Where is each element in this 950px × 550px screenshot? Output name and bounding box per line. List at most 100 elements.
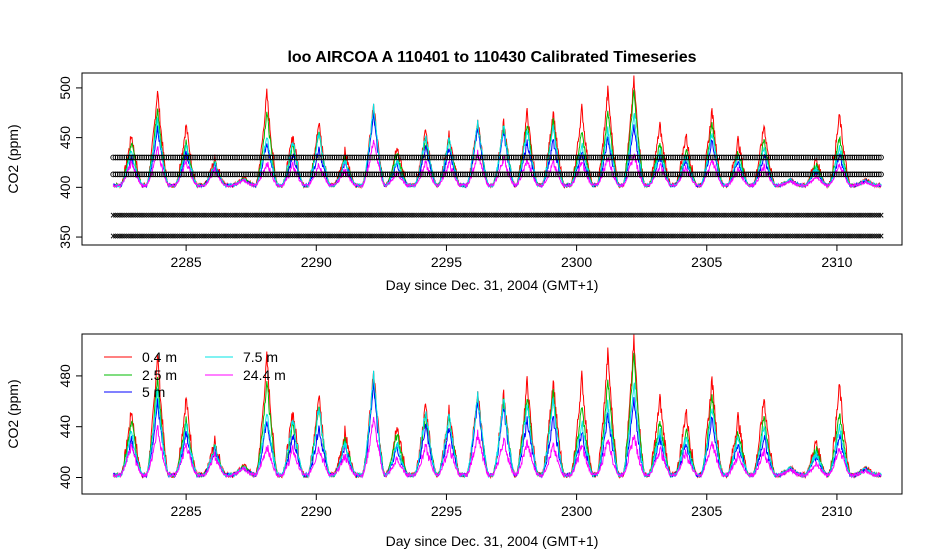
reference-point-x: [460, 233, 466, 239]
reference-point-x: [681, 233, 687, 239]
reference-point-x: [320, 233, 326, 239]
reference-point-x: [442, 212, 448, 218]
reference-point-x: [500, 212, 506, 218]
reference-point-x: [809, 212, 815, 218]
reference-point-x: [338, 212, 344, 218]
reference-point-x: [778, 233, 784, 239]
reference-point-x: [378, 233, 384, 239]
reference-point-x: [878, 212, 884, 218]
reference-point-x: [208, 233, 214, 239]
reference-point-x: [509, 212, 515, 218]
reference-point-x: [270, 233, 276, 239]
reference-point-x: [632, 233, 638, 239]
reference-point-x: [604, 233, 610, 239]
reference-point-x: [396, 212, 402, 218]
reference-point-x: [294, 212, 300, 218]
reference-point-x: [329, 233, 335, 239]
reference-point-x: [528, 212, 534, 218]
reference-point-x: [382, 233, 388, 239]
reference-point-x: [807, 212, 813, 218]
reference-point-x: [650, 233, 656, 239]
reference-point-x: [199, 212, 205, 218]
reference-point-x: [761, 233, 767, 239]
reference-point-x: [469, 212, 475, 218]
reference-point-x: [283, 233, 289, 239]
reference-point-x: [462, 212, 468, 218]
reference-point-x: [285, 212, 291, 218]
reference-point-x: [511, 233, 517, 239]
reference-point-x: [227, 212, 234, 218]
reference-point-x: [420, 233, 426, 239]
reference-point-x: [389, 212, 395, 218]
reference-point-x: [854, 233, 860, 239]
reference-point-x: [117, 233, 123, 239]
reference-point-x: [517, 233, 523, 239]
reference-point-x: [141, 212, 147, 218]
reference-point-x: [686, 212, 692, 218]
reference-point-x: [624, 212, 630, 218]
reference-point-x: [716, 233, 723, 239]
reference-point-x: [619, 212, 625, 218]
reference-point-x: [261, 212, 267, 218]
reference-point-x: [595, 233, 601, 239]
reference-point-x: [674, 212, 680, 218]
top-x-tick-label: 2285: [171, 254, 202, 270]
reference-point-x: [471, 233, 477, 239]
reference-point-x: [325, 212, 331, 218]
reference-point-x: [168, 233, 174, 239]
reference-point-x: [146, 212, 152, 218]
reference-point-x: [469, 233, 475, 239]
reference-point-x: [792, 233, 798, 239]
reference-point-x: [705, 233, 711, 239]
reference-point-x: [491, 212, 497, 218]
reference-point-x: [303, 212, 309, 218]
reference-point-x: [666, 233, 672, 239]
reference-point-x: [276, 233, 282, 239]
reference-point-x: [194, 212, 200, 218]
top-panel: 2285 2290 2295 2300 2305 2310 350 400 450 500 Da…: [5, 72, 903, 293]
reference-point-x: [590, 212, 596, 218]
reference-point-x: [805, 233, 811, 239]
reference-point-x: [148, 233, 154, 239]
top-y-axis-label: CO2 (ppm): [5, 124, 21, 193]
reference-point-x: [756, 212, 762, 218]
reference-point-x: [796, 212, 802, 218]
reference-point-x: [703, 233, 709, 239]
reference-point-x: [161, 233, 167, 239]
reference-point-x: [314, 233, 320, 239]
reference-point-x: [356, 233, 362, 239]
legend-item-7-5m: 7.5 m: [205, 349, 278, 365]
reference-point-x: [338, 233, 344, 239]
reference-point-x: [121, 212, 127, 218]
reference-point-x: [619, 233, 625, 239]
reference-point-x: [710, 212, 716, 218]
reference-point-x: [221, 212, 227, 218]
reference-point-x: [143, 233, 149, 239]
reference-point-x: [172, 233, 178, 239]
reference-point-x: [608, 233, 614, 239]
reference-point-x: [433, 233, 439, 239]
reference-point-x: [535, 233, 541, 239]
reference-point-x: [725, 212, 731, 218]
reference-point-x: [834, 233, 840, 239]
reference-point-x: [316, 233, 322, 239]
reference-point-x: [154, 212, 161, 218]
reference-point-x: [197, 212, 203, 218]
reference-point-x: [747, 212, 754, 218]
reference-point-x: [812, 212, 818, 218]
reference-point-x: [265, 233, 271, 239]
reference-point-x: [239, 212, 245, 218]
reference-point-x: [657, 212, 663, 218]
reference-point-x: [427, 233, 433, 239]
reference-point-x: [318, 233, 324, 239]
reference-point-x: [548, 212, 554, 218]
reference-point-x: [367, 233, 373, 239]
reference-point-x: [212, 212, 218, 218]
reference-point-x: [570, 212, 576, 218]
reference-point-x: [292, 212, 298, 218]
reference-point-x: [874, 212, 880, 218]
reference-point-x: [694, 233, 700, 239]
reference-point-x: [214, 212, 220, 218]
reference-point-x: [803, 212, 809, 218]
reference-point-x: [659, 233, 665, 239]
